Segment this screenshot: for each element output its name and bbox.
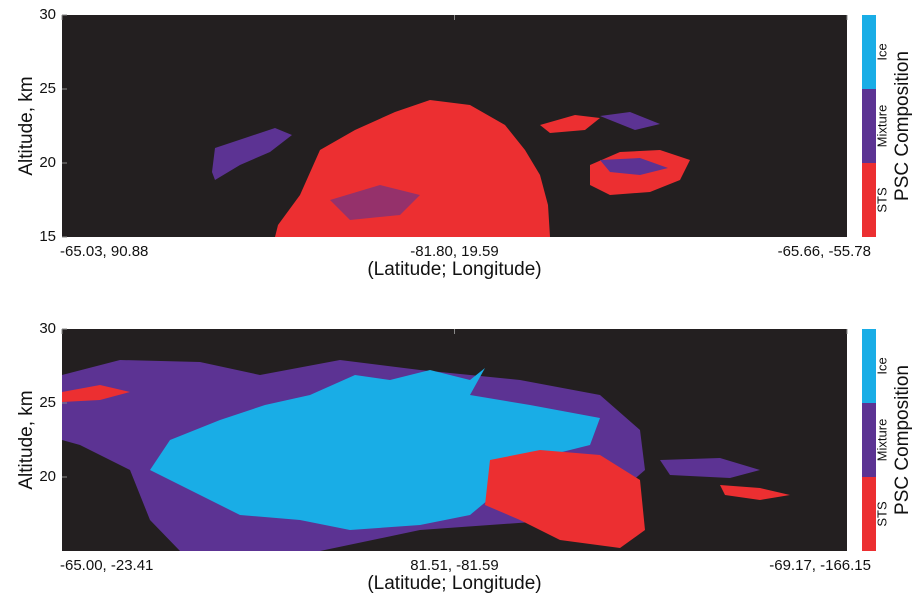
y-tick-label: 20 (39, 468, 56, 485)
colorbar-segment (862, 329, 876, 403)
colorbar-label: Mixture (874, 419, 889, 462)
x-tick-label: -81.80, 19.59 (410, 243, 498, 260)
x-tick-label: -65.00, -23.41 (60, 557, 153, 574)
colorbar-label: Ice (874, 43, 889, 60)
y-tick-label: 25 (39, 80, 56, 97)
colorbar-title: PSC Composition (892, 51, 912, 201)
y-axis-label: Altitude, km (16, 390, 37, 489)
x-axis-label: (Latitude; Longitude) (367, 259, 541, 280)
y-tick-label: 25 (39, 394, 56, 411)
x-tick-label: -69.17, -166.15 (769, 557, 871, 574)
colorbar-title: PSC Composition (892, 365, 912, 515)
colorbar-label: STS (874, 501, 889, 527)
y-tick-label: 30 (39, 6, 56, 23)
x-tick-label: 81.51, -81.59 (410, 557, 498, 574)
y-axis-label: Altitude, km (16, 76, 37, 175)
composition-raster (62, 100, 790, 551)
y-tick-label: 20 (39, 154, 56, 171)
colorbar-segment (862, 15, 876, 89)
colorbar-segment (862, 89, 876, 163)
x-tick-label: -65.03, 90.88 (60, 243, 148, 260)
y-tick-label: 15 (39, 228, 56, 245)
colorbar-segment (862, 403, 876, 477)
y-tick-label: 30 (39, 320, 56, 337)
colorbar-label: STS (874, 187, 889, 213)
colorbar-label: Ice (874, 357, 889, 374)
colorbar-segment (862, 163, 876, 237)
colorbar-segment (862, 477, 876, 551)
colorbar-label: Mixture (874, 105, 889, 148)
x-tick-label: -65.66, -55.78 (778, 243, 871, 260)
x-axis-label: (Latitude; Longitude) (367, 573, 541, 593)
